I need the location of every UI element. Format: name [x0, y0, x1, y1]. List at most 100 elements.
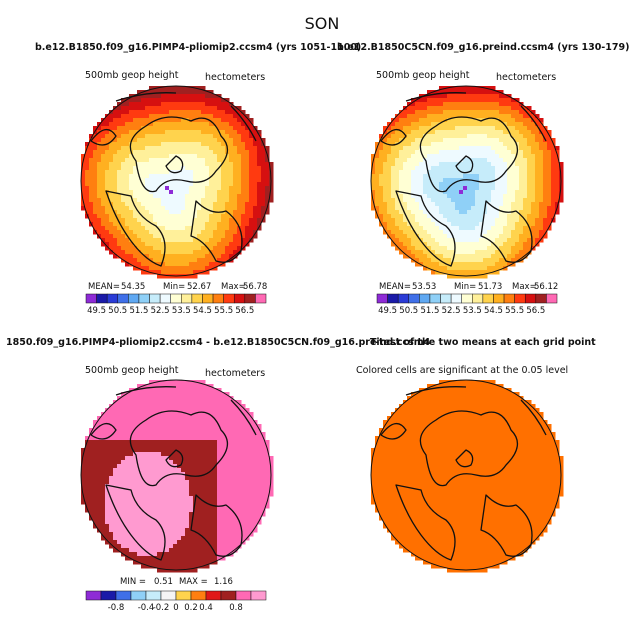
exp-field-cell: [431, 246, 436, 251]
ctrl-field-cell: [257, 194, 262, 199]
diff-field-cell: [137, 396, 142, 401]
exp-field-cell: [467, 182, 472, 187]
ctrl-field-cell: [201, 102, 206, 107]
exp-field-cell: [459, 106, 464, 111]
exp-field-cell: [415, 174, 420, 179]
panel-ctrl-colorbar: 49.5 50.5 51.5 52.5 53.5 54.5 55.5 56.5: [85, 293, 267, 316]
exp-field-cell: [507, 158, 512, 163]
diff-field-cell: [213, 436, 218, 441]
ctrl-field-cell: [197, 146, 202, 151]
diff-field-cell: [197, 396, 202, 401]
exp-field-cell: [431, 150, 436, 155]
ctrl-field-cell: [125, 106, 130, 111]
ctrl-field-cell: [161, 122, 166, 127]
exp-field-cell: [495, 250, 500, 255]
ctrl-field-cell: [213, 230, 218, 235]
diff-field-cell: [173, 468, 178, 473]
exp-field-cell: [435, 162, 440, 167]
diff-field-cell: [181, 452, 186, 457]
ctrl-field-cell: [197, 102, 202, 107]
exp-field-cell: [391, 198, 396, 203]
diff-field-cell: [105, 472, 110, 477]
exp-field-cell: [419, 170, 424, 175]
ctrl-field-cell: [161, 198, 166, 203]
ctrl-field-cell: [189, 146, 194, 151]
exp-field-cell: [531, 222, 536, 227]
exp-field-cell: [407, 226, 412, 231]
ctrl-field-cell: [165, 222, 170, 227]
ctrl-field-cell: [109, 154, 114, 159]
diff-field-cell: [137, 456, 142, 461]
ctrl-field-cell: [149, 138, 154, 143]
ctrl-field-cell: [217, 190, 222, 195]
ctrl-field-cell: [145, 142, 150, 147]
diff-field-cell: [237, 452, 242, 457]
ctrl-field-cell: [173, 130, 178, 135]
exp-field-cell: [431, 250, 436, 255]
ctrl-field-cell: [125, 182, 130, 187]
exp-field-cell: [391, 170, 396, 175]
exp-field-cell: [487, 158, 492, 163]
diff-field-cell: [93, 460, 98, 465]
diff-field-cell: [217, 404, 222, 409]
ctrl-field-cell: [113, 142, 118, 147]
exp-field-cell: [519, 202, 524, 207]
exp-field-cell: [479, 130, 484, 135]
diff-field-cell: [205, 400, 210, 405]
exp-field-cell: [523, 130, 528, 135]
ctrl-field-cell: [205, 178, 210, 183]
exp-field-cell: [451, 190, 456, 195]
diff-field-cell: [157, 456, 162, 461]
exp-field-cell: [487, 198, 492, 203]
panel-diff-map-field: [81, 380, 274, 573]
ctrl-field-cell: [109, 162, 114, 167]
exp-field-cell: [483, 262, 488, 267]
diff-field-cell: [169, 480, 174, 485]
exp-field-cell: [483, 230, 488, 235]
exp-field-cell: [559, 190, 564, 195]
exp-field-cell: [383, 210, 388, 215]
ctrl-field-cell: [217, 122, 222, 127]
ctrl-field-cell: [229, 162, 234, 167]
ctrl-field-cell: [133, 174, 138, 179]
ctrl-field-cell: [229, 130, 234, 135]
diff-field-cell: [181, 488, 186, 493]
diff-field-cell: [93, 440, 98, 445]
diff-field-cell: [249, 484, 254, 489]
diff-field-cell: [261, 484, 266, 489]
exp-field-cell: [399, 162, 404, 167]
diff-field-cell: [137, 444, 142, 449]
exp-field-cell: [383, 194, 388, 199]
ctrl-field-cell: [233, 246, 238, 251]
ctrl-field-cell: [197, 166, 202, 171]
diff-field-cell: [165, 380, 170, 385]
ctrl-field-cell: [193, 102, 198, 107]
exp-field-cell: [447, 126, 452, 131]
ctrl-field-cell: [241, 178, 246, 183]
ctrl-field-cell: [145, 134, 150, 139]
exp-field-cell: [447, 218, 452, 223]
ctrl-field-cell: [197, 210, 202, 215]
diff-field-cell: [97, 480, 102, 485]
ctrl-field-cell: [233, 146, 238, 151]
ctrl-field-cell: [161, 126, 166, 131]
diff-field-cell: [81, 472, 86, 477]
exp-field-cell: [375, 170, 380, 175]
ctrl-field-cell: [209, 114, 214, 119]
ctrl-field-cell: [93, 230, 98, 235]
diff-field-cell: [145, 448, 150, 453]
ctrl-field-cell: [157, 254, 162, 259]
diff-field-cell: [217, 452, 222, 457]
exp-field-cell: [495, 242, 500, 247]
ctrl-field-cell: [85, 158, 90, 163]
ctrl-field-cell: [181, 194, 186, 199]
ctrl-field-cell: [197, 186, 202, 191]
ctrl-field-cell: [169, 254, 174, 259]
exp-field-cell: [515, 230, 520, 235]
ctrl-field-cell: [117, 230, 122, 235]
ctrl-field-cell: [217, 234, 222, 239]
exp-field-cell: [511, 198, 516, 203]
exp-field-cell: [415, 222, 420, 227]
exp-field-cell: [463, 206, 468, 211]
ctrl-field-cell: [165, 134, 170, 139]
